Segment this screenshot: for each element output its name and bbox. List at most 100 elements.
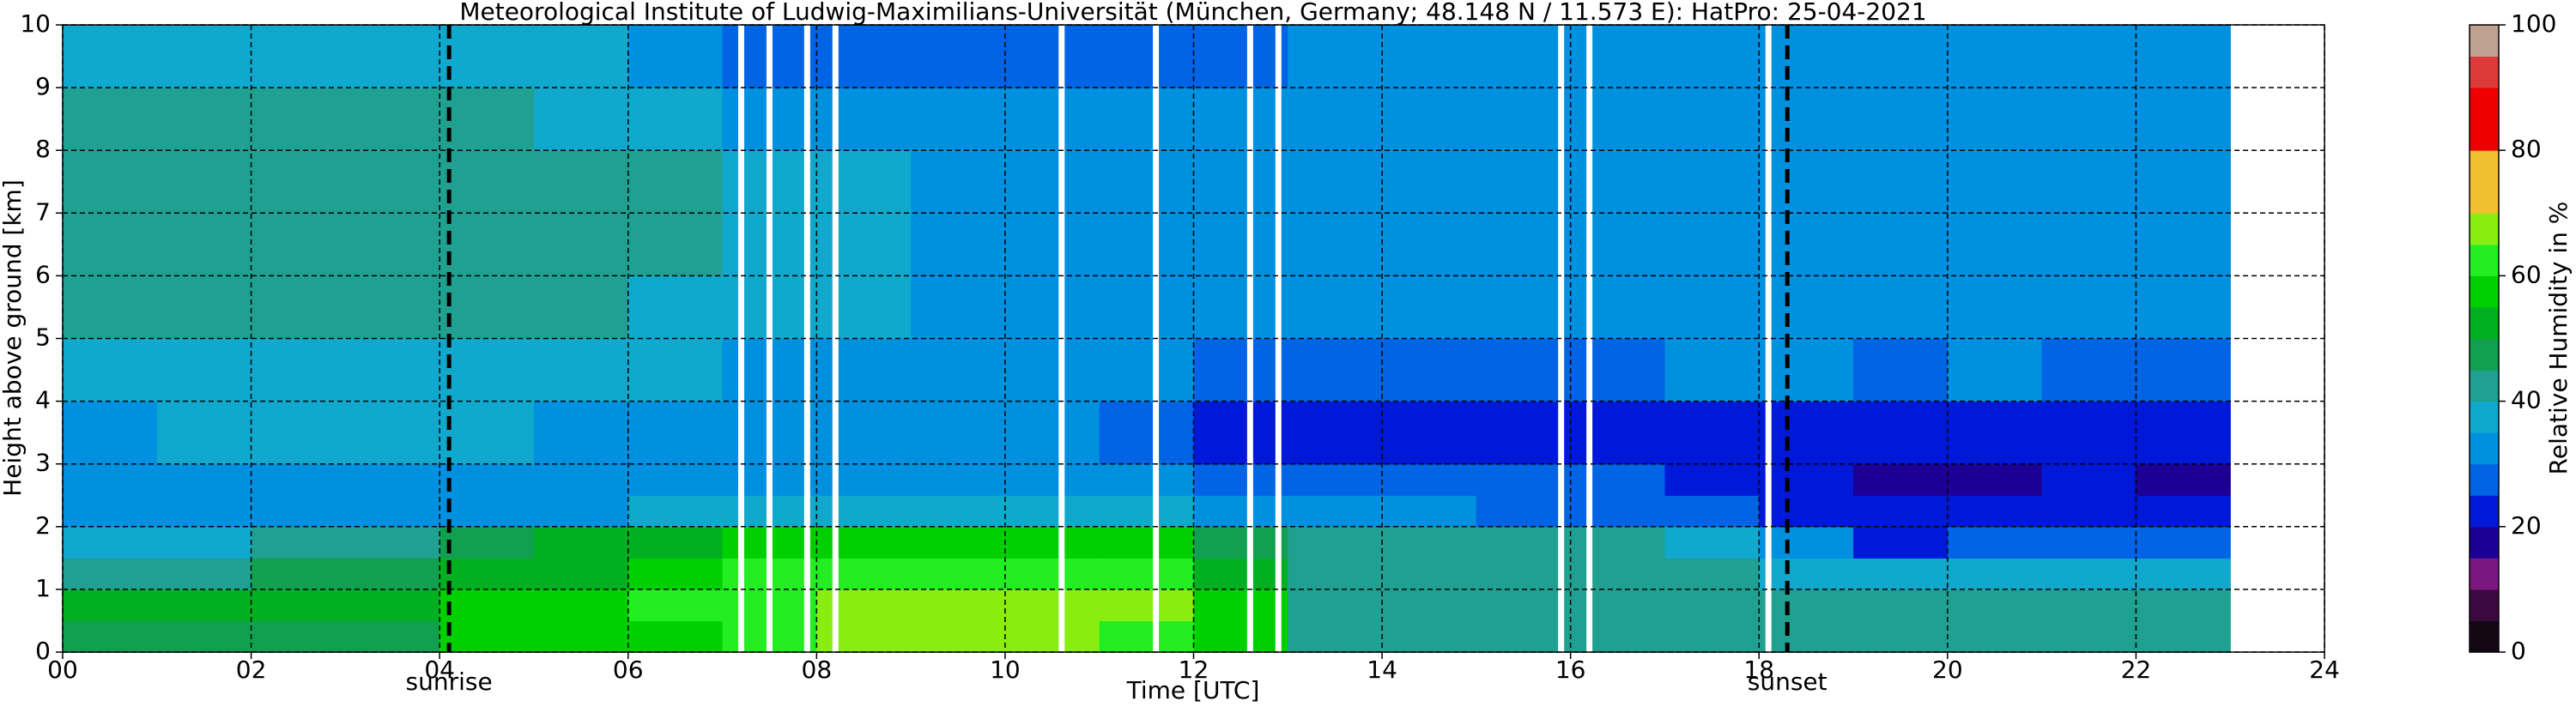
heatmap-cell	[1570, 620, 1666, 653]
heatmap-cell	[2136, 275, 2231, 340]
heatmap-cell	[1288, 463, 1383, 496]
heatmap-cell	[1947, 213, 2043, 276]
heatmap-cell	[2041, 338, 2137, 402]
x-tick-label: 06	[613, 656, 644, 684]
heatmap-cell	[1947, 495, 2043, 528]
heatmap-cell	[911, 495, 1006, 528]
colorbar-segment	[2470, 370, 2499, 402]
heatmap-cell	[911, 213, 1006, 276]
heatmap-cell	[1288, 401, 1383, 465]
heatmap-cell	[1664, 25, 1760, 88]
heatmap-cell	[1570, 401, 1666, 465]
heatmap-cell	[1193, 558, 1288, 590]
missing-data-gap	[1275, 25, 1282, 652]
heatmap-cell	[345, 495, 440, 528]
heatmap-cell	[1193, 275, 1288, 340]
heatmap-cell	[439, 589, 535, 622]
heatmap-cell	[816, 150, 912, 214]
heatmap-cell	[911, 463, 1006, 496]
heatmap-cell	[1382, 88, 1477, 151]
heatmap-cell	[816, 589, 912, 622]
heatmap-cell	[156, 213, 252, 276]
heatmap-cell	[816, 401, 912, 465]
heatmap-cell	[251, 25, 346, 88]
heatmap-cell	[1570, 88, 1666, 151]
heatmap-cell	[2136, 526, 2231, 559]
heatmap-cell	[1664, 526, 1760, 559]
heatmap-cell	[1004, 150, 1100, 214]
heatmap-cell	[1288, 25, 1383, 88]
heatmap-cell	[251, 338, 346, 402]
heatmap-cell	[1193, 88, 1288, 151]
y-tick-label: 4	[35, 386, 51, 414]
heatmap-cell	[1664, 338, 1760, 402]
heatmap-cell	[1193, 620, 1288, 653]
heatmap-cell	[816, 338, 912, 402]
heatmap-cell	[1476, 150, 1572, 214]
heatmap-cell	[816, 275, 912, 340]
heatmap-cell	[1193, 150, 1288, 214]
heatmap-cell	[533, 526, 629, 559]
heatmap-cell	[627, 338, 724, 402]
heatmap-cell	[345, 275, 440, 340]
heatmap-cell	[63, 558, 158, 590]
heatmap-cell	[1099, 25, 1195, 88]
heatmap-cell	[1759, 495, 1854, 528]
heatmap-cell	[1853, 401, 1949, 465]
heatmap-cell	[156, 401, 252, 465]
heatmap-cell	[63, 150, 158, 214]
x-tick-label: 24	[2309, 656, 2340, 684]
heatmap-cell	[627, 620, 724, 653]
heatmap-cell	[2041, 463, 2137, 496]
heatmap-cell	[1664, 213, 1760, 276]
heatmap-cell	[1476, 620, 1572, 653]
heatmap-cell	[2041, 25, 2137, 88]
heatmap-cell	[911, 558, 1006, 590]
heatmap-cell	[63, 620, 158, 653]
heatmap-cell	[1570, 589, 1666, 622]
heatmap-cell	[816, 463, 912, 496]
y-tick-label: 10	[20, 9, 51, 38]
heatmap-cell	[1570, 558, 1666, 590]
heatmap-cell	[1382, 25, 1477, 88]
heatmap-cell	[1382, 589, 1477, 622]
heatmap-cell	[1664, 88, 1760, 151]
heatmap-cell	[1004, 88, 1100, 151]
heatmap-cell	[156, 25, 252, 88]
heatmap-cell	[1288, 620, 1383, 653]
heatmap-cell	[1476, 213, 1572, 276]
heatmap-cell	[2041, 526, 2137, 559]
heatmap-cell	[533, 558, 629, 590]
heatmap-cell	[1288, 338, 1383, 402]
heatmap-cell	[1004, 463, 1100, 496]
heatmap-cell	[1570, 526, 1666, 559]
heatmap-cell	[156, 589, 252, 622]
heatmap-cell	[1853, 620, 1949, 653]
heatmap-cell	[251, 150, 346, 214]
heatmap-cell	[1099, 213, 1195, 276]
heatmap-cell	[345, 213, 440, 276]
heatmap-cell	[2041, 495, 2137, 528]
heatmap-cell	[1382, 401, 1477, 465]
x-tick-label: 16	[1555, 656, 1586, 684]
heatmap-cell	[1759, 25, 1854, 88]
heatmap-cell	[156, 275, 252, 340]
heatmap-cell	[1476, 338, 1572, 402]
heatmap-cell	[439, 401, 535, 465]
heatmap-cell	[1947, 338, 2043, 402]
heatmap-cell	[2041, 401, 2137, 465]
x-tick-label: 08	[802, 656, 833, 684]
heatmap-cell	[627, 88, 724, 151]
heatmap-cell	[1476, 275, 1572, 340]
colorbar-tick-label: 80	[2511, 135, 2542, 163]
colorbar-frame	[2469, 24, 2500, 653]
heatmap-cell	[345, 401, 440, 465]
heatmap-cell	[1288, 526, 1383, 559]
heatmap-cell	[1288, 88, 1383, 151]
x-tick-label: 10	[990, 656, 1021, 684]
heatmap-cell	[345, 25, 440, 88]
heatmap-cell	[1853, 338, 1949, 402]
heatmap-cell	[1099, 88, 1195, 151]
heatmap-cell	[1947, 589, 2043, 622]
